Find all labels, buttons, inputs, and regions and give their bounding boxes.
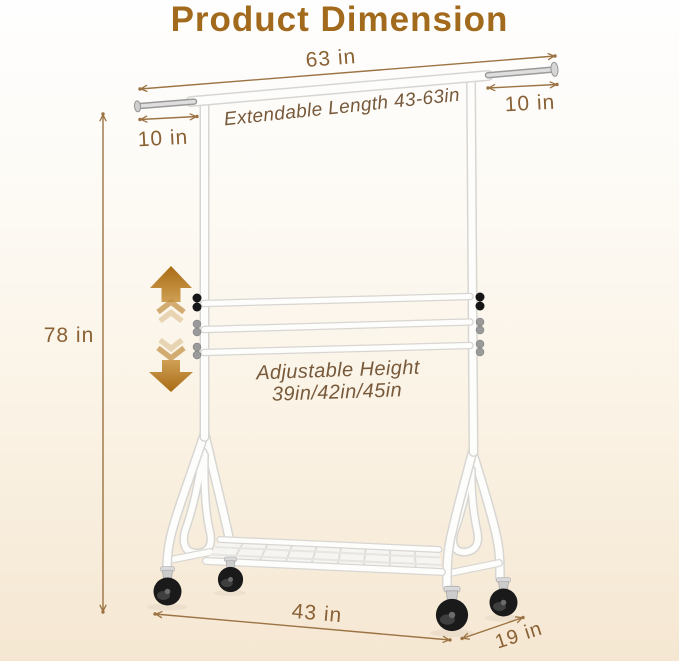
right-extension-label: 10 in [504,90,556,117]
right-pole [471,77,474,452]
caster-wheel-rear-right [489,577,518,617]
total-length-label: 63 in [304,45,358,72]
left-extension-label: 10 in [137,125,189,152]
bottom-mesh-shelf [206,540,442,573]
page-title: Product Dimension [170,0,509,39]
caster-wheel-front-right [435,585,469,632]
hanging-rods [204,297,470,353]
right-extendable-arm [488,61,559,77]
adjustment-knobs [192,292,485,360]
dimension-line-base-depth [460,615,525,641]
caster-wheel-rear-left [217,556,244,593]
adjustable-height-values: 39in/42in/45in [271,379,403,406]
dimension-line-base-width [153,610,452,644]
base-width-label: 43 in [290,599,344,628]
dimension-line-left-extension [138,113,199,123]
right-a-frame-leg [447,452,500,586]
left-extendable-arm [133,101,194,113]
height-adjust-down-arrow [149,337,193,392]
dimension-line-total-length [138,52,557,93]
dimension-line-right-extension [486,81,559,92]
caster-wheel-front-left [153,566,182,606]
height-label: 78 in [43,324,95,347]
height-adjust-up-arrow [150,266,192,324]
